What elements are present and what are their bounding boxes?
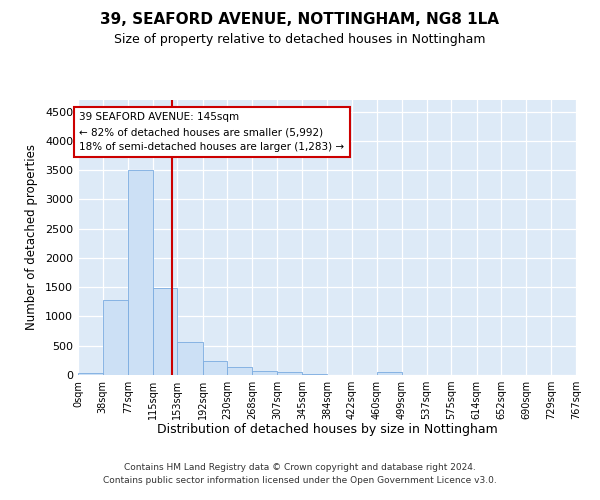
Bar — [203, 361, 227, 375]
Text: Size of property relative to detached houses in Nottingham: Size of property relative to detached ho… — [114, 32, 486, 46]
Bar — [152, 288, 178, 375]
Text: Distribution of detached houses by size in Nottingham: Distribution of detached houses by size … — [157, 422, 497, 436]
Text: 39, SEAFORD AVENUE, NOTTINGHAM, NG8 1LA: 39, SEAFORD AVENUE, NOTTINGHAM, NG8 1LA — [101, 12, 499, 28]
Text: Contains HM Land Registry data © Crown copyright and database right 2024.
Contai: Contains HM Land Registry data © Crown c… — [103, 463, 497, 485]
Bar — [103, 300, 128, 375]
Bar — [302, 374, 328, 375]
Bar — [128, 170, 152, 375]
Bar — [377, 372, 402, 375]
Bar — [277, 372, 302, 375]
Bar — [252, 370, 277, 375]
Bar — [78, 373, 103, 375]
Y-axis label: Number of detached properties: Number of detached properties — [25, 144, 38, 330]
Bar — [178, 342, 203, 375]
Text: 39 SEAFORD AVENUE: 145sqm
← 82% of detached houses are smaller (5,992)
18% of se: 39 SEAFORD AVENUE: 145sqm ← 82% of detac… — [79, 112, 344, 152]
Bar — [227, 368, 252, 375]
